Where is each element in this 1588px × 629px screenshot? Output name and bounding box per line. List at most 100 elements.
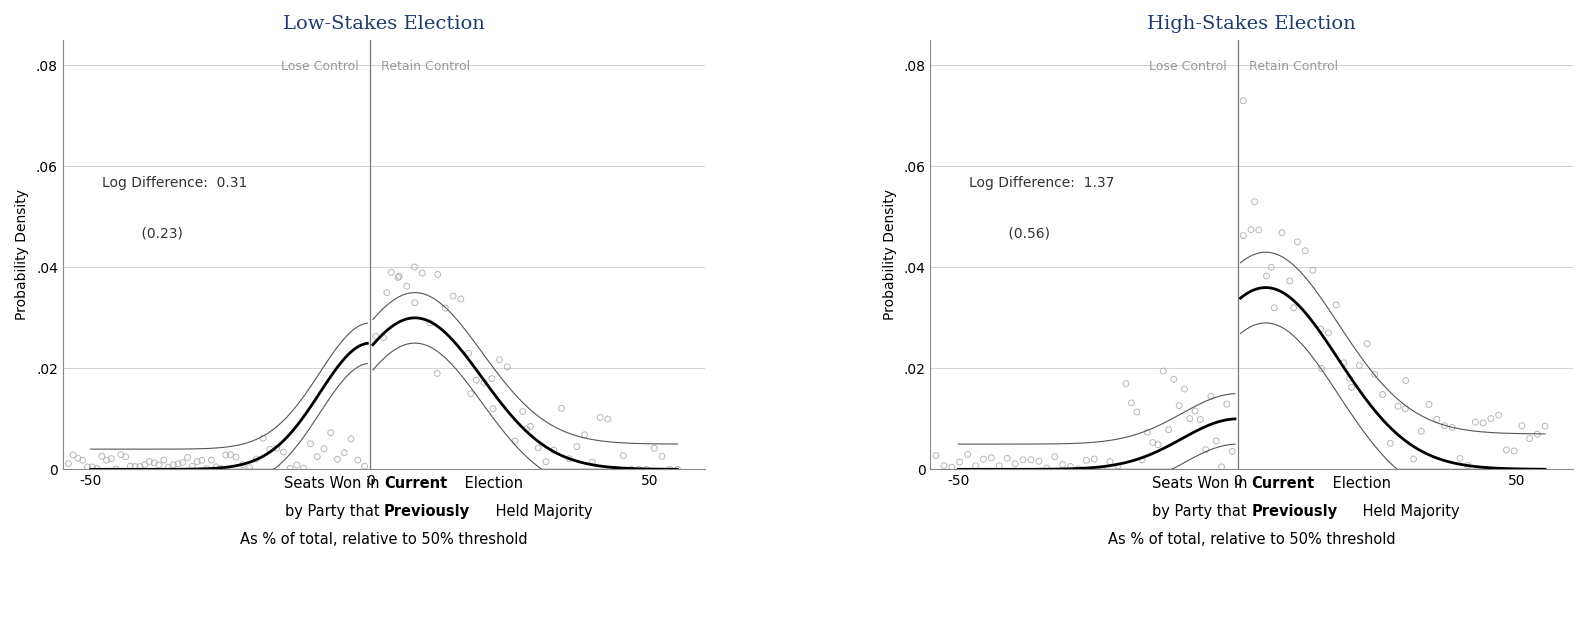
Point <box>243 454 268 464</box>
Point <box>1018 455 1043 465</box>
Point <box>1501 446 1526 456</box>
Point <box>603 464 629 474</box>
Point <box>1255 271 1280 281</box>
Point <box>127 462 152 472</box>
Title: Low-Stakes Election: Low-Stakes Election <box>283 15 484 33</box>
Point <box>1517 433 1542 443</box>
Point <box>1309 324 1334 334</box>
Point <box>291 463 316 473</box>
Point <box>642 443 667 453</box>
Point <box>1347 360 1372 370</box>
Text: Retain Control: Retain Control <box>1248 60 1339 74</box>
Text: by Party that: by Party that <box>1153 504 1251 519</box>
Point <box>1208 462 1234 472</box>
Text: by Party that: by Party that <box>284 504 384 519</box>
Point <box>1058 462 1083 472</box>
Point <box>1269 228 1294 238</box>
Point <box>618 464 643 474</box>
Point <box>1385 401 1410 411</box>
Point <box>564 442 589 452</box>
Point <box>278 464 303 474</box>
Point <box>1156 425 1181 435</box>
Text: Previously: Previously <box>384 504 470 519</box>
Point <box>1193 445 1218 455</box>
Point <box>386 272 411 282</box>
Point <box>137 457 162 467</box>
Point <box>1220 447 1245 457</box>
Point <box>1183 406 1208 416</box>
Point <box>75 462 100 472</box>
Point <box>1215 399 1240 409</box>
Point <box>1135 427 1161 437</box>
Point <box>440 291 465 301</box>
Point <box>189 455 214 465</box>
Point <box>103 464 129 474</box>
Point <box>580 457 605 467</box>
Point <box>98 454 124 464</box>
Point <box>108 450 133 460</box>
Point <box>1494 445 1520 455</box>
Point <box>1259 262 1285 272</box>
Text: Held Majority: Held Majority <box>1358 504 1459 519</box>
Point <box>649 451 675 461</box>
Point <box>297 438 322 448</box>
Text: Log Difference:  0.31: Log Difference: 0.31 <box>102 177 248 191</box>
Point <box>457 389 483 399</box>
Point <box>1393 376 1418 386</box>
Point <box>962 460 988 470</box>
Point <box>364 331 389 342</box>
Point <box>481 404 507 414</box>
Point <box>1409 426 1434 437</box>
Point <box>1316 328 1342 338</box>
Point <box>432 303 457 313</box>
Point <box>418 318 443 328</box>
Point <box>1339 382 1364 392</box>
Point <box>179 461 205 471</box>
Point <box>1439 422 1464 432</box>
Point <box>970 454 996 464</box>
Point <box>472 377 497 387</box>
Point <box>386 271 411 281</box>
Text: (0.23): (0.23) <box>102 227 183 241</box>
Point <box>1089 464 1115 474</box>
Point <box>448 294 473 304</box>
Point <box>194 464 219 474</box>
Point <box>1145 440 1170 450</box>
Point <box>1151 366 1177 376</box>
Point <box>1161 374 1186 384</box>
Point <box>1432 421 1458 431</box>
Point <box>89 451 114 461</box>
Point <box>257 444 283 454</box>
Point <box>1177 413 1202 423</box>
Y-axis label: Probability Density: Probability Density <box>14 189 29 320</box>
Point <box>270 447 295 457</box>
Point <box>542 445 567 455</box>
Point <box>1486 410 1512 420</box>
Point <box>1199 391 1224 401</box>
Point <box>510 406 535 416</box>
Point <box>1231 231 1256 241</box>
Point <box>426 269 451 279</box>
Point <box>1124 407 1150 417</box>
Point <box>626 464 651 474</box>
Point <box>122 462 148 472</box>
Point <box>141 458 167 468</box>
Point <box>160 460 186 470</box>
Point <box>1378 438 1404 448</box>
Point <box>394 281 419 291</box>
Point <box>1478 414 1504 424</box>
Point <box>70 455 95 465</box>
Point <box>1050 459 1075 469</box>
Point <box>1455 460 1480 470</box>
Point <box>1370 389 1396 399</box>
Point <box>526 443 551 453</box>
Text: Lose Control: Lose Control <box>1148 60 1226 74</box>
Point <box>1355 339 1380 349</box>
Point <box>1239 225 1264 235</box>
Point <box>1105 461 1131 471</box>
Point <box>1285 237 1310 247</box>
Point <box>1532 421 1558 431</box>
Point <box>353 461 378 471</box>
Point <box>994 454 1019 464</box>
Point <box>634 464 659 474</box>
